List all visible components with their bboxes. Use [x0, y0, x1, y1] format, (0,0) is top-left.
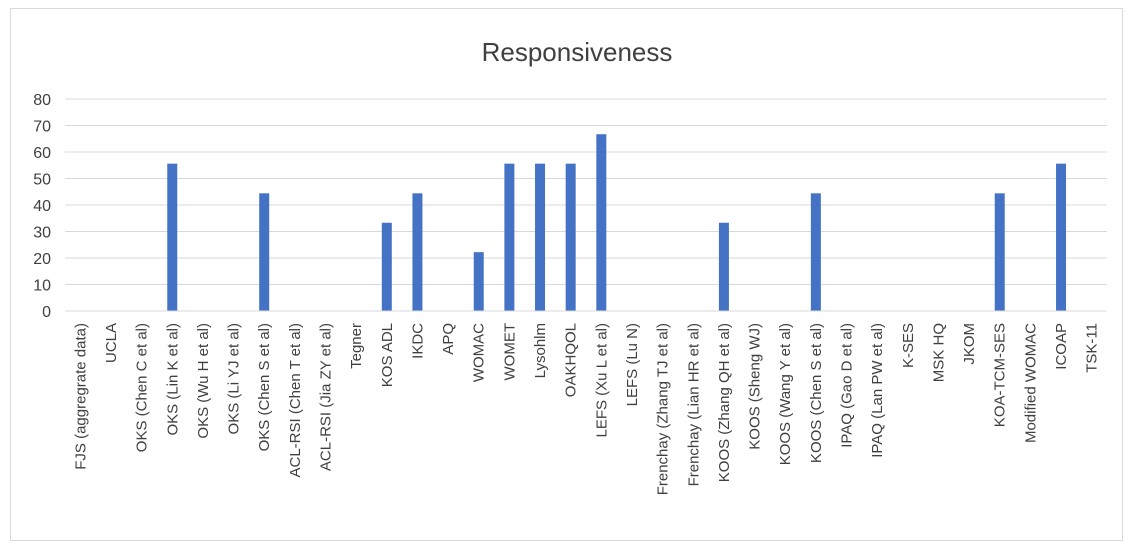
- y-tick-label: 10: [33, 278, 51, 295]
- x-tick-label: WOMET: [501, 323, 518, 381]
- x-tick-label: IKDC: [409, 323, 426, 359]
- chart-svg: Responsiveness 0 10 20 30 40 50 60 70 80 FJS (ag…: [33, 37, 1107, 495]
- y-tick-label: 20: [33, 251, 51, 268]
- x-tick-label: LEFS (Lu N): [624, 323, 641, 406]
- x-tick-label: FJS (aggregrate data): [72, 323, 89, 470]
- chart-frame: Responsiveness 0 10 20 30 40 50 60 70 80 FJS (ag…: [10, 8, 1123, 541]
- y-tick-label: 80: [33, 92, 51, 109]
- x-tick-label: WOMAC: [471, 323, 488, 382]
- x-tick-label: OKS (Lin K et al): [164, 323, 181, 436]
- x-tick-label: KOA-TCM-SES: [992, 323, 1009, 427]
- x-tick-label: Frenchay (Zhang TJ et al): [655, 323, 672, 495]
- y-tick-label: 60: [33, 145, 51, 162]
- bar: [381, 222, 392, 311]
- x-tick-label: KOOS (Wang Y et al): [777, 323, 794, 465]
- y-tick-label: 50: [33, 172, 51, 189]
- x-tick-label: UCLA: [103, 323, 120, 363]
- bar: [412, 193, 423, 311]
- x-tick-label: LEFS (Xu L et al): [593, 323, 610, 438]
- bar: [259, 193, 270, 311]
- x-tick-label: OKS (Li YJ et al): [226, 323, 243, 434]
- bar: [718, 222, 729, 311]
- bar: [1056, 163, 1067, 311]
- bars: [167, 134, 1067, 311]
- x-tick-label: Frenchay (Lian HR et al): [685, 323, 702, 486]
- x-tick-label: OKS (Chen C et al): [134, 323, 151, 452]
- x-tick-label: Tegner: [348, 323, 365, 369]
- x-tick-label: TSK-11: [1084, 323, 1101, 373]
- x-tick-label: K-SES: [900, 323, 917, 368]
- x-tick-label: KOOS (Sheng WJ): [747, 323, 764, 450]
- x-tick-label: OKS (Wu H et al): [195, 323, 212, 439]
- x-tick-label: Modified WOMAC: [1022, 323, 1039, 443]
- x-tick-label: ACL-RSI (Jia ZY et al): [318, 323, 335, 471]
- x-tick-label: MSK HQ: [930, 323, 947, 382]
- x-tick-label: KOOS (Chen S et al): [808, 323, 825, 463]
- bar: [810, 193, 821, 311]
- bar: [596, 134, 607, 311]
- bar: [473, 252, 484, 311]
- x-tick-label: OAKHQOL: [563, 323, 580, 397]
- bar: [167, 163, 178, 311]
- x-tick-label: KOS ADL: [379, 323, 396, 387]
- x-tick-label: APQ: [440, 323, 457, 355]
- x-tick-label: IPAQ (Lan PW et al): [869, 323, 886, 458]
- x-tick-label: JKOM: [961, 323, 978, 365]
- x-axis-ticks: FJS (aggregrate data) UCLA OKS (Chen C et …: [72, 323, 1100, 495]
- bar: [994, 193, 1005, 311]
- x-tick-label: KOOS (Zhang QH et al): [716, 323, 733, 482]
- bar: [565, 163, 576, 311]
- y-tick-label: 0: [42, 304, 51, 321]
- gridlines: [65, 98, 1107, 285]
- y-axis-ticks: 0 10 20 30 40 50 60 70 80: [33, 92, 51, 321]
- x-tick-label: OKS (Chen S et al): [256, 323, 273, 451]
- y-tick-label: 40: [33, 198, 51, 215]
- bar: [504, 163, 515, 311]
- x-tick-label: ICOAP: [1053, 323, 1070, 370]
- y-tick-label: 30: [33, 225, 51, 242]
- bar: [535, 163, 546, 311]
- chart-title: Responsiveness: [482, 37, 673, 67]
- x-tick-label: ACL-RSI (Chen T et al): [287, 323, 304, 478]
- y-tick-label: 70: [33, 119, 51, 136]
- x-tick-label: Lysohlm: [532, 323, 549, 378]
- x-tick-label: IPAQ (Gao D et al): [839, 323, 856, 448]
